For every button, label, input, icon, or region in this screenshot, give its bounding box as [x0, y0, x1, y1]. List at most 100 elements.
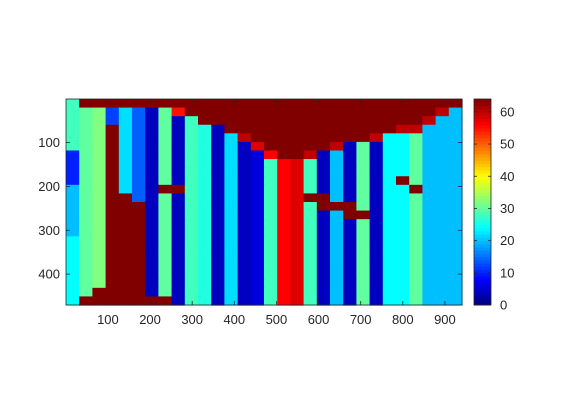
heatmap-cell	[303, 141, 318, 152]
heatmap-cell	[343, 124, 357, 134]
heatmap-cell	[396, 133, 410, 143]
heatmap-cell	[105, 184, 120, 195]
heatmap-cell	[422, 236, 437, 246]
heatmap-cell	[264, 236, 278, 246]
heatmap-cell	[198, 270, 212, 280]
heatmap-cell	[277, 116, 291, 126]
heatmap-cell	[132, 279, 146, 289]
heatmap-cell	[250, 236, 265, 246]
heatmap-cell	[330, 236, 344, 246]
heatmap-cell	[422, 176, 437, 186]
colorbar-segment	[474, 99, 491, 103]
heatmap-cell	[356, 227, 371, 237]
heatmap-cell	[290, 116, 305, 126]
heatmap-cell	[303, 219, 318, 229]
heatmap-cell	[66, 202, 80, 212]
heatmap-cell	[132, 236, 146, 246]
heatmap-cell	[237, 279, 252, 289]
heatmap-cell	[435, 184, 450, 195]
heatmap-cell	[396, 124, 410, 134]
heatmap-cell	[396, 193, 410, 203]
heatmap-cell	[250, 193, 265, 203]
heatmap-cell	[435, 99, 450, 109]
colorbar-segment	[474, 266, 491, 271]
heatmap-cell	[66, 287, 80, 298]
heatmap-cell	[211, 262, 225, 272]
heatmap-cell	[237, 296, 252, 306]
heatmap-cell	[409, 210, 423, 220]
heatmap-cell	[132, 244, 146, 255]
heatmap-cell	[184, 99, 199, 109]
colorbar-segment	[474, 292, 491, 296]
heatmap-cell	[237, 210, 252, 220]
heatmap-cell	[382, 287, 397, 298]
heatmap-cell	[250, 99, 265, 109]
heatmap-cell	[171, 262, 186, 272]
heatmap-cell	[264, 167, 278, 177]
heatmap-cell	[422, 193, 437, 203]
heatmap-cell	[330, 99, 344, 109]
heatmap-cell	[356, 236, 371, 246]
heatmap-cell	[343, 202, 357, 212]
heatmap-cell	[250, 287, 265, 298]
heatmap-cell	[198, 219, 212, 229]
heatmap-cell	[158, 184, 173, 195]
heatmap-cell	[369, 262, 384, 272]
colorbar-segment	[474, 144, 491, 148]
heatmap-cell	[369, 193, 384, 203]
heatmap-cell	[79, 107, 93, 117]
heatmap-cell	[145, 210, 159, 220]
heatmap-cell	[330, 244, 344, 255]
heatmap-cell	[66, 124, 80, 134]
heatmap-cell	[79, 133, 93, 143]
heatmap-cell	[92, 262, 107, 272]
heatmap-cell	[316, 287, 331, 298]
heatmap-cell	[211, 99, 225, 109]
heatmap-cell	[343, 227, 357, 237]
heatmap-cell	[237, 133, 252, 143]
heatmap-cell	[369, 287, 384, 298]
heatmap-cell	[290, 99, 305, 109]
colorbar-tick-label: 60	[500, 104, 514, 119]
heatmap-cell	[237, 219, 252, 229]
heatmap-cell	[448, 287, 463, 298]
heatmap-cell	[435, 227, 450, 237]
heatmap-cell	[369, 270, 384, 280]
colorbar-segment	[474, 189, 491, 193]
heatmap-cell	[105, 167, 120, 177]
heatmap-cell	[184, 133, 199, 143]
heatmap-cell	[198, 159, 212, 169]
heatmap-cell	[382, 253, 397, 263]
heatmap-cell	[316, 244, 331, 255]
heatmap-cell	[303, 150, 318, 160]
heatmap-cell	[224, 296, 239, 306]
heatmap-cell	[356, 99, 371, 109]
heatmap-cell	[237, 193, 252, 203]
heatmap-cell	[198, 244, 212, 255]
heatmap-cell	[211, 236, 225, 246]
heatmap-cell	[448, 133, 463, 143]
heatmap-cell	[158, 219, 173, 229]
heatmap-cell	[422, 150, 437, 160]
heatmap-cell	[198, 167, 212, 177]
heatmap-cell	[211, 253, 225, 263]
heatmap-cell	[171, 210, 186, 220]
heatmap-cell	[422, 159, 437, 169]
heatmap-cell	[66, 167, 80, 177]
heatmap-cell	[290, 262, 305, 272]
heatmap-cell	[435, 141, 450, 152]
x-tick-label: 200	[139, 312, 161, 327]
colorbar-segment	[474, 137, 491, 142]
heatmap-cell	[290, 253, 305, 263]
heatmap-cell	[422, 270, 437, 280]
colorbar-segment	[474, 202, 491, 206]
colorbar-segment	[474, 230, 491, 235]
heatmap-cell	[79, 270, 93, 280]
heatmap-cell	[277, 279, 291, 289]
colorbar-segment	[474, 115, 491, 119]
heatmap-cell	[250, 262, 265, 272]
heatmap-cell	[132, 167, 146, 177]
heatmap-cell	[158, 176, 173, 186]
heatmap-cell	[264, 210, 278, 220]
heatmap-cell	[409, 236, 423, 246]
